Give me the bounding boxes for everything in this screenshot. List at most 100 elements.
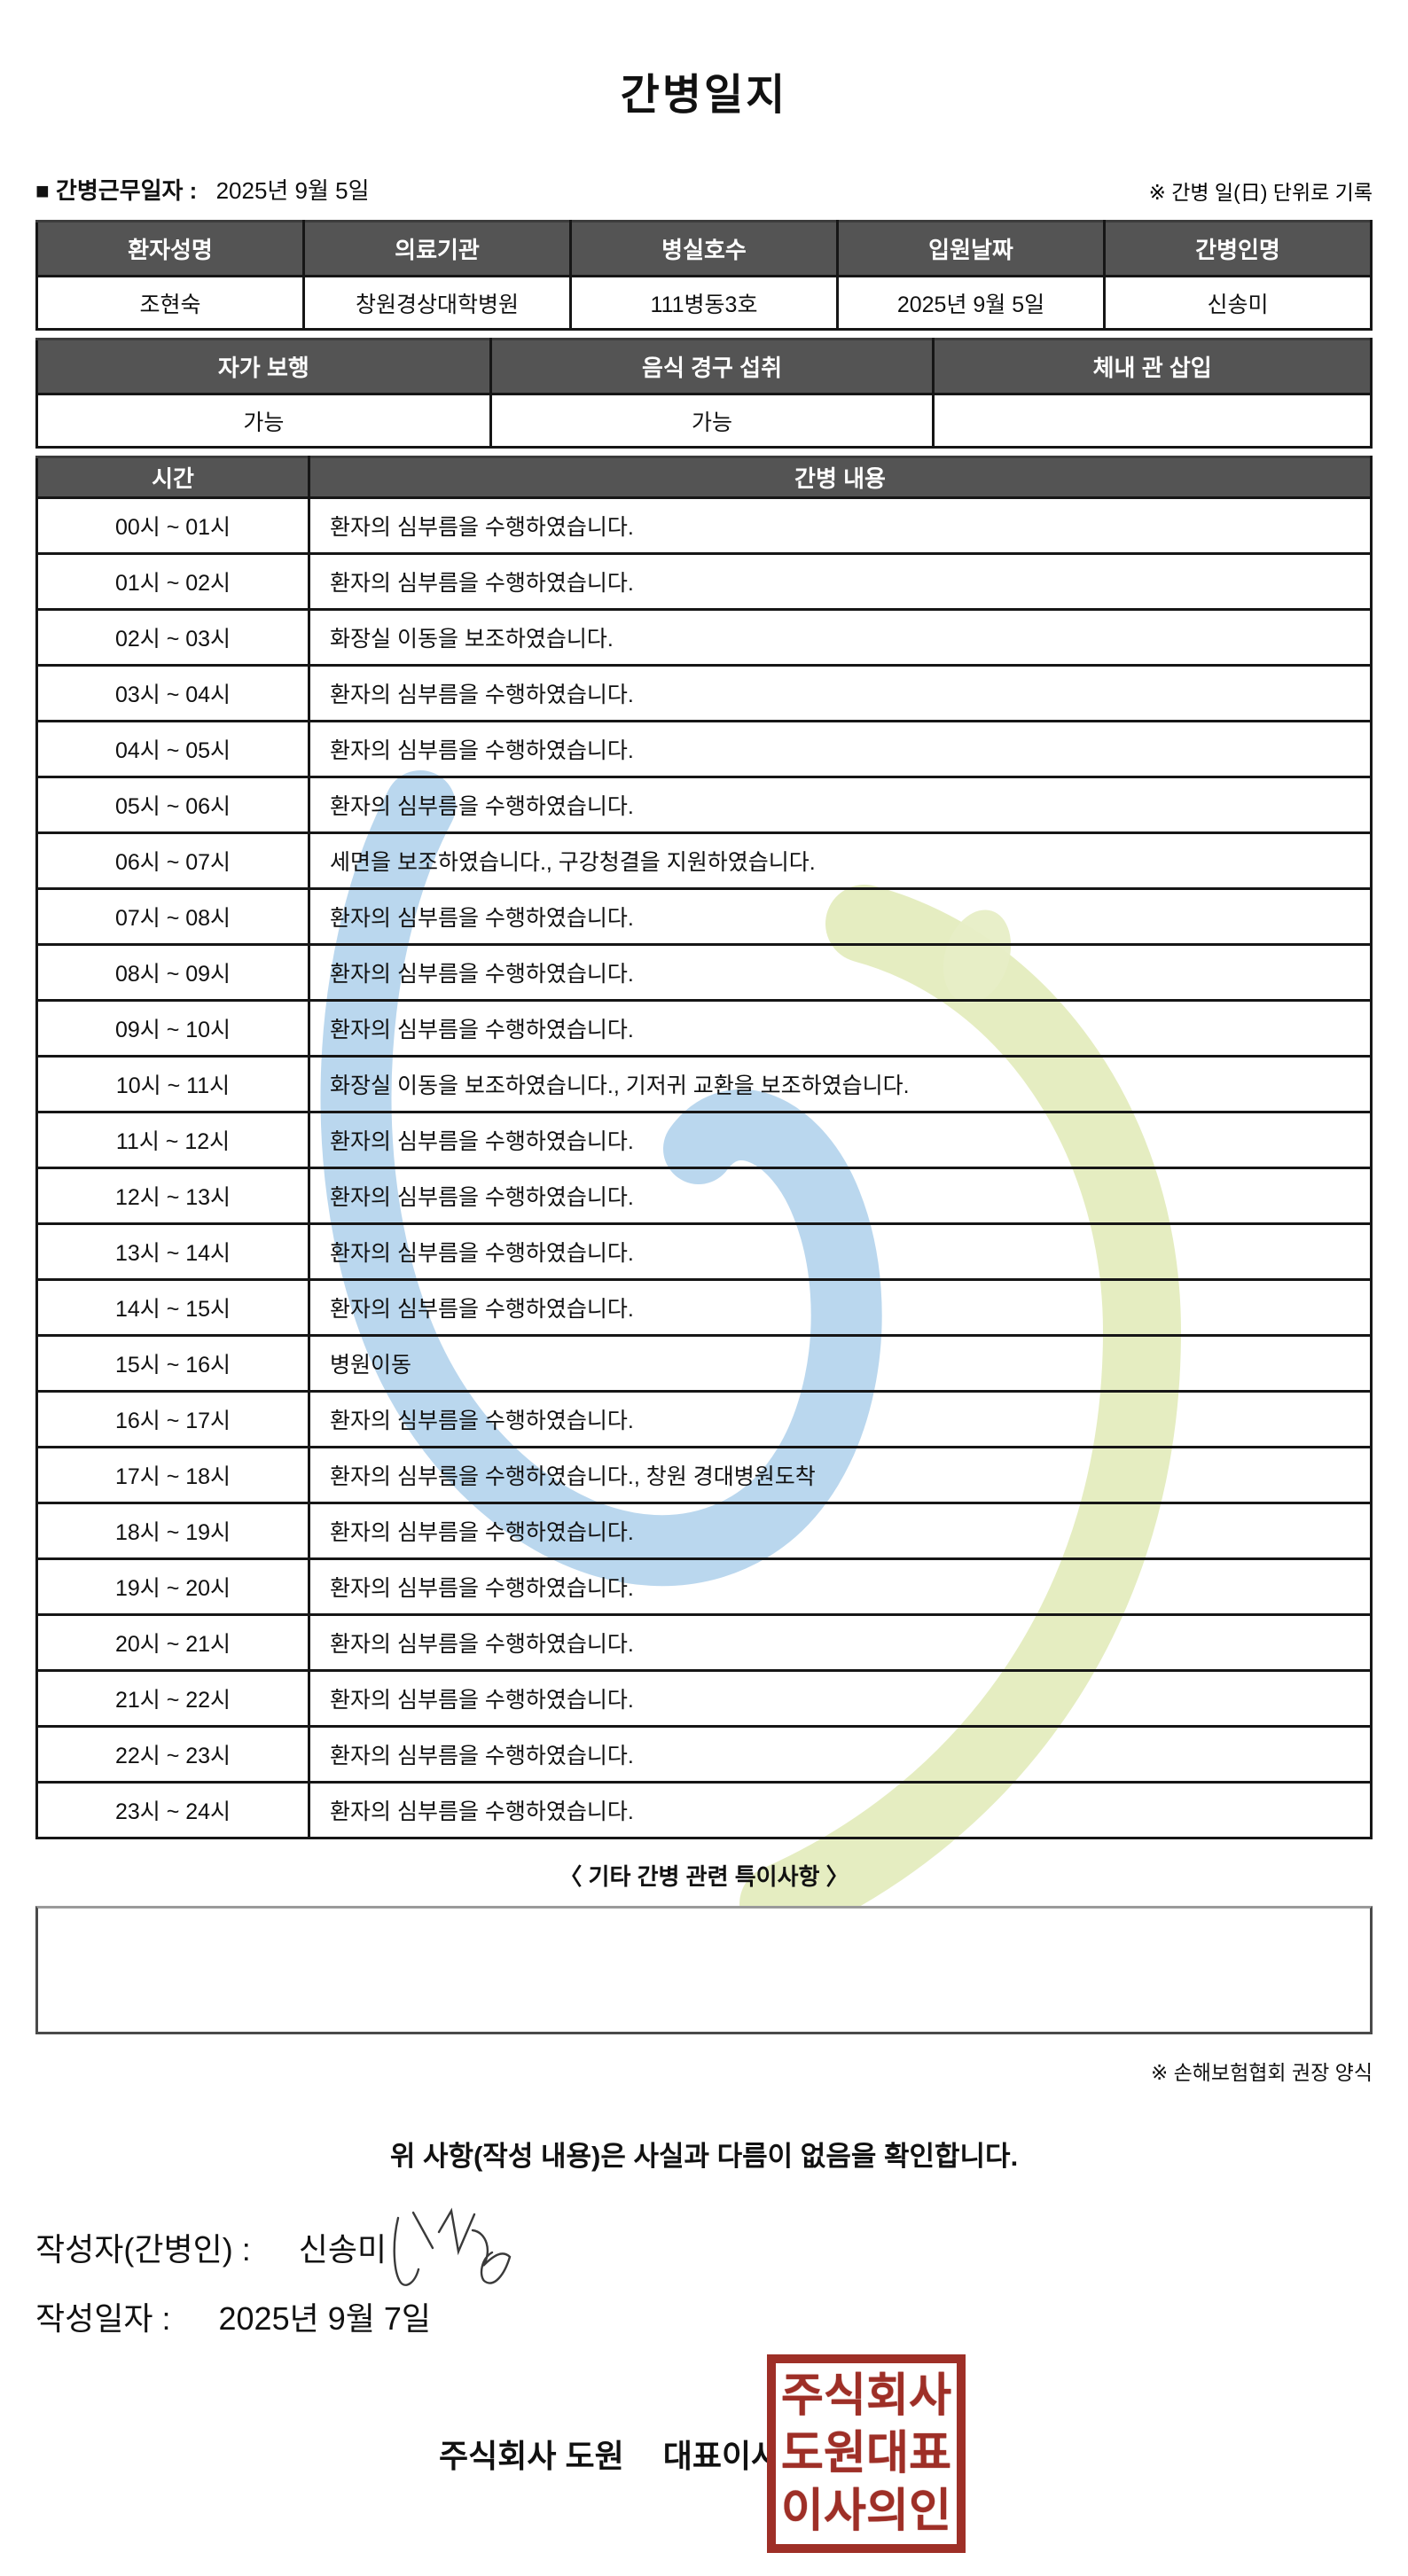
- care-time-cell: 05시 ~ 06시: [35, 776, 311, 834]
- work-date-line: ■ 간병근무일자 : 2025년 9월 5일: [35, 173, 370, 206]
- care-content-cell: 환자의 심부름을 수행하였습니다.: [308, 1557, 1373, 1616]
- care-time-cell: 12시 ~ 13시: [35, 1167, 311, 1225]
- care-log-row: 04시 ~ 05시 환자의 심부름을 수행하였습니다.: [35, 720, 1373, 778]
- care-log-header-row: 시간 간병 내용: [35, 456, 1373, 499]
- care-log-row: 07시 ~ 08시 환자의 심부름을 수행하였습니다.: [35, 887, 1373, 946]
- care-content-cell: 화장실 이동을 보조하였습니다.: [308, 608, 1373, 667]
- care-log-row: 20시 ~ 21시 환자의 심부름을 수행하였습니다.: [35, 1613, 1373, 1672]
- care-log-body: 00시 ~ 01시 환자의 심부름을 수행하였습니다. 01시 ~ 02시 환자의 심…: [35, 496, 1373, 1839]
- care-content-cell: 병원이동: [308, 1334, 1373, 1393]
- care-log-row: 11시 ~ 12시 환자의 심부름을 수행하였습니다.: [35, 1111, 1373, 1169]
- work-date-value: 2025년 9월 5일: [215, 177, 370, 204]
- care-content-cell: 환자의 심부름을 수행하였습니다.: [308, 1167, 1373, 1225]
- care-time-cell: 04시 ~ 05시: [35, 720, 311, 778]
- care-time-cell: 16시 ~ 17시: [35, 1390, 311, 1448]
- care-log-row: 21시 ~ 22시 환자의 심부름을 수행하였습니다.: [35, 1669, 1373, 1728]
- care-content-cell: 환자의 심부름을 수행하였습니다.: [308, 1502, 1373, 1560]
- written-date-label: 작성일자 :: [35, 2300, 171, 2337]
- care-log-row: 06시 ~ 07시 세면을 보조하였습니다., 구강청결을 지원하였습니다.: [35, 831, 1373, 890]
- value-patient-name: 조현숙: [35, 275, 305, 331]
- header-care-content: 간병 내용: [308, 456, 1373, 499]
- page-title: 간병일지: [620, 72, 788, 119]
- care-content-cell: 환자의 심부름을 수행하였습니다.: [308, 776, 1373, 834]
- care-time-cell: 03시 ~ 04시: [35, 664, 311, 722]
- care-log-row: 15시 ~ 16시 병원이동: [35, 1334, 1373, 1393]
- care-time-cell: 09시 ~ 10시: [35, 999, 311, 1058]
- header-self-walking: 자가 보행: [35, 338, 492, 395]
- value-medical-institution: 창원경상대학병원: [302, 275, 572, 331]
- care-time-cell: 21시 ~ 22시: [35, 1669, 311, 1728]
- header-room-number: 병실호수: [569, 220, 839, 277]
- care-time-cell: 20시 ~ 21시: [35, 1613, 311, 1672]
- value-tube-insertion: [932, 393, 1373, 449]
- header-caregiver-name: 간병인명: [1103, 220, 1373, 277]
- care-content-cell: 환자의 심부름을 수행하였습니다.: [308, 943, 1373, 1002]
- care-time-cell: 17시 ~ 18시: [35, 1446, 311, 1504]
- unit-note: ※ 간병 일(日) 단위로 기록: [1148, 181, 1373, 204]
- care-time-cell: 08시 ~ 09시: [35, 943, 311, 1002]
- care-content-cell: 환자의 심부름을 수행하였습니다.: [308, 1278, 1373, 1337]
- care-log-row: 12시 ~ 13시 환자의 심부름을 수행하였습니다.: [35, 1167, 1373, 1225]
- care-content-cell: 환자의 심부름을 수행하였습니다.: [308, 999, 1373, 1058]
- condition-header-row: 자가 보행 음식 경구 섭취 체내 관 삽입: [35, 338, 1373, 395]
- care-content-cell: 환자의 심부름을 수행하였습니다.: [308, 1781, 1373, 1839]
- notes-box: [35, 1906, 1373, 2034]
- care-time-cell: 22시 ~ 23시: [35, 1725, 311, 1784]
- date-line: 작성일자 : 2025년 9월 7일: [35, 2298, 1373, 2340]
- care-log-row: 01시 ~ 02시 환자의 심부름을 수행하였습니다.: [35, 552, 1373, 611]
- care-content-cell: 환자의 심부름을 수행하였습니다.: [308, 887, 1373, 946]
- value-oral-intake: 가능: [489, 393, 935, 449]
- care-log-row: 14시 ~ 15시 환자의 심부름을 수행하였습니다.: [35, 1278, 1373, 1337]
- condition-info-table: 자가 보행 음식 경구 섭취 체내 관 삽입 가능 가능: [35, 338, 1373, 449]
- care-content-cell: 세면을 보조하였습니다., 구강청결을 지원하였습니다.: [308, 831, 1373, 890]
- notes-heading: 〈 기타 간병 관련 특이사항 〉: [559, 1863, 849, 1890]
- care-content-cell: 환자의 심부름을 수행하였습니다.: [308, 664, 1373, 722]
- care-log-row: 13시 ~ 14시 환자의 심부름을 수행하였습니다.: [35, 1222, 1373, 1281]
- care-content-cell: 환자의 심부름을 수행하였습니다., 창원 경대병원도착: [308, 1446, 1373, 1504]
- care-time-cell: 14시 ~ 15시: [35, 1278, 311, 1337]
- care-time-cell: 07시 ~ 08시: [35, 887, 311, 946]
- author-name: 신송미: [298, 2231, 387, 2268]
- company-line: 주식회사 도원 대표이사: [439, 2431, 780, 2477]
- header-medical-institution: 의료기관: [302, 220, 572, 277]
- care-journal-document: 간병일지 ■ 간병근무일자 : 2025년 9월 5일 ※ 간병 일(日) 단위…: [35, 0, 1373, 2576]
- care-time-cell: 06시 ~ 07시: [35, 831, 311, 890]
- care-log-row: 17시 ~ 18시 환자의 심부름을 수행하였습니다., 창원 경대병원도착: [35, 1446, 1373, 1504]
- care-time-cell: 18시 ~ 19시: [35, 1502, 311, 1560]
- care-log-row: 18시 ~ 19시 환자의 심부름을 수행하였습니다.: [35, 1502, 1373, 1560]
- care-time-cell: 02시 ~ 03시: [35, 608, 311, 667]
- condition-value-row: 가능 가능: [35, 393, 1373, 449]
- value-self-walking: 가능: [35, 393, 492, 449]
- care-log-row: 03시 ~ 04시 환자의 심부름을 수행하였습니다.: [35, 664, 1373, 722]
- care-log-row: 19시 ~ 20시 환자의 심부름을 수행하였습니다.: [35, 1557, 1373, 1616]
- care-content-cell: 환자의 심부름을 수행하였습니다.: [308, 1390, 1373, 1448]
- care-log-table: 시간 간병 내용 00시 ~ 01시 환자의 심부름을 수행하였습니다. 01시 ~…: [35, 456, 1373, 1839]
- value-admission-date: 2025년 9월 5일: [836, 275, 1106, 331]
- care-time-cell: 15시 ~ 16시: [35, 1334, 311, 1393]
- meta-row: ■ 간병근무일자 : 2025년 9월 5일 ※ 간병 일(日) 단위로 기록: [35, 173, 1373, 206]
- care-content-cell: 환자의 심부름을 수행하였습니다.: [308, 720, 1373, 778]
- care-log-row: 16시 ~ 17시 환자의 심부름을 수행하였습니다.: [35, 1390, 1373, 1448]
- header-tube-insertion: 체내 관 삽입: [932, 338, 1373, 395]
- patient-info-value-row: 조현숙 창원경상대학병원 111병동3호 2025년 9월 5일 신송미: [35, 275, 1373, 331]
- patient-info-table: 환자성명 의료기관 병실호수 입원날짜 간병인명 조현숙 창원경상대학병원 11…: [35, 220, 1373, 331]
- handwritten-signature: [393, 2207, 512, 2286]
- care-content-cell: 환자의 심부름을 수행하였습니다.: [308, 1669, 1373, 1728]
- care-time-cell: 01시 ~ 02시: [35, 552, 311, 611]
- care-log-row: 00시 ~ 01시 환자의 심부름을 수행하였습니다.: [35, 496, 1373, 555]
- care-time-cell: 13시 ~ 14시: [35, 1222, 311, 1281]
- care-content-cell: 환자의 심부름을 수행하였습니다.: [308, 1222, 1373, 1281]
- written-date-value: 2025년 9월 7일: [218, 2300, 432, 2337]
- confirmation-statement: 위 사항(작성 내용)은 사실과 다름이 없음을 확인합니다.: [389, 2141, 1019, 2172]
- header-admission-date: 입원날짜: [836, 220, 1106, 277]
- patient-info-header-row: 환자성명 의료기관 병실호수 입원날짜 간병인명: [35, 220, 1373, 277]
- care-log-row: 09시 ~ 10시 환자의 심부름을 수행하였습니다.: [35, 999, 1373, 1058]
- author-line: 작성자(간병인) : 신송미: [35, 2207, 1373, 2286]
- care-content-cell: 환자의 심부름을 수행하였습니다.: [308, 1111, 1373, 1169]
- form-note: ※ 손해보험협회 권장 양식: [1150, 2061, 1373, 2084]
- care-time-cell: 10시 ~ 11시: [35, 1055, 311, 1113]
